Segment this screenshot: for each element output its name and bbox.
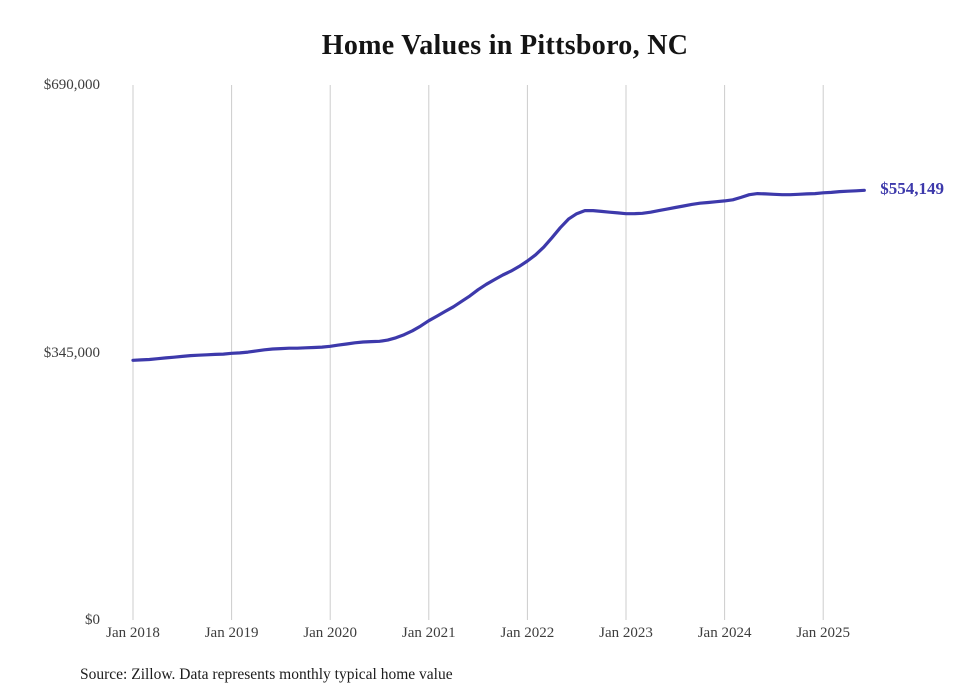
value-line: [131, 188, 866, 362]
x-axis-label: Jan 2022: [500, 625, 555, 641]
x-axis-label: Jan 2018: [106, 625, 160, 641]
x-axis-label: Jan 2021: [401, 625, 456, 641]
vertical-gridlines: [132, 85, 824, 620]
x-axis-label: Jan 2025: [796, 625, 851, 641]
x-axis-label: Jan 2020: [303, 625, 358, 641]
source-note: Source: Zillow. Data represents monthly …: [80, 666, 453, 683]
y-axis-label: $690,000: [43, 77, 100, 93]
y-axis-label: $345,000: [43, 344, 100, 361]
chart-title: Home Values in Pittsboro, NC: [321, 30, 689, 61]
x-axis-label: Jan 2024: [697, 625, 752, 641]
latest-value-label: $554,149: [880, 179, 945, 199]
x-axis-label: Jan 2019: [204, 625, 259, 641]
y-axis-label: $0: [85, 612, 100, 628]
x-axis-label: Jan 2023: [599, 625, 653, 641]
